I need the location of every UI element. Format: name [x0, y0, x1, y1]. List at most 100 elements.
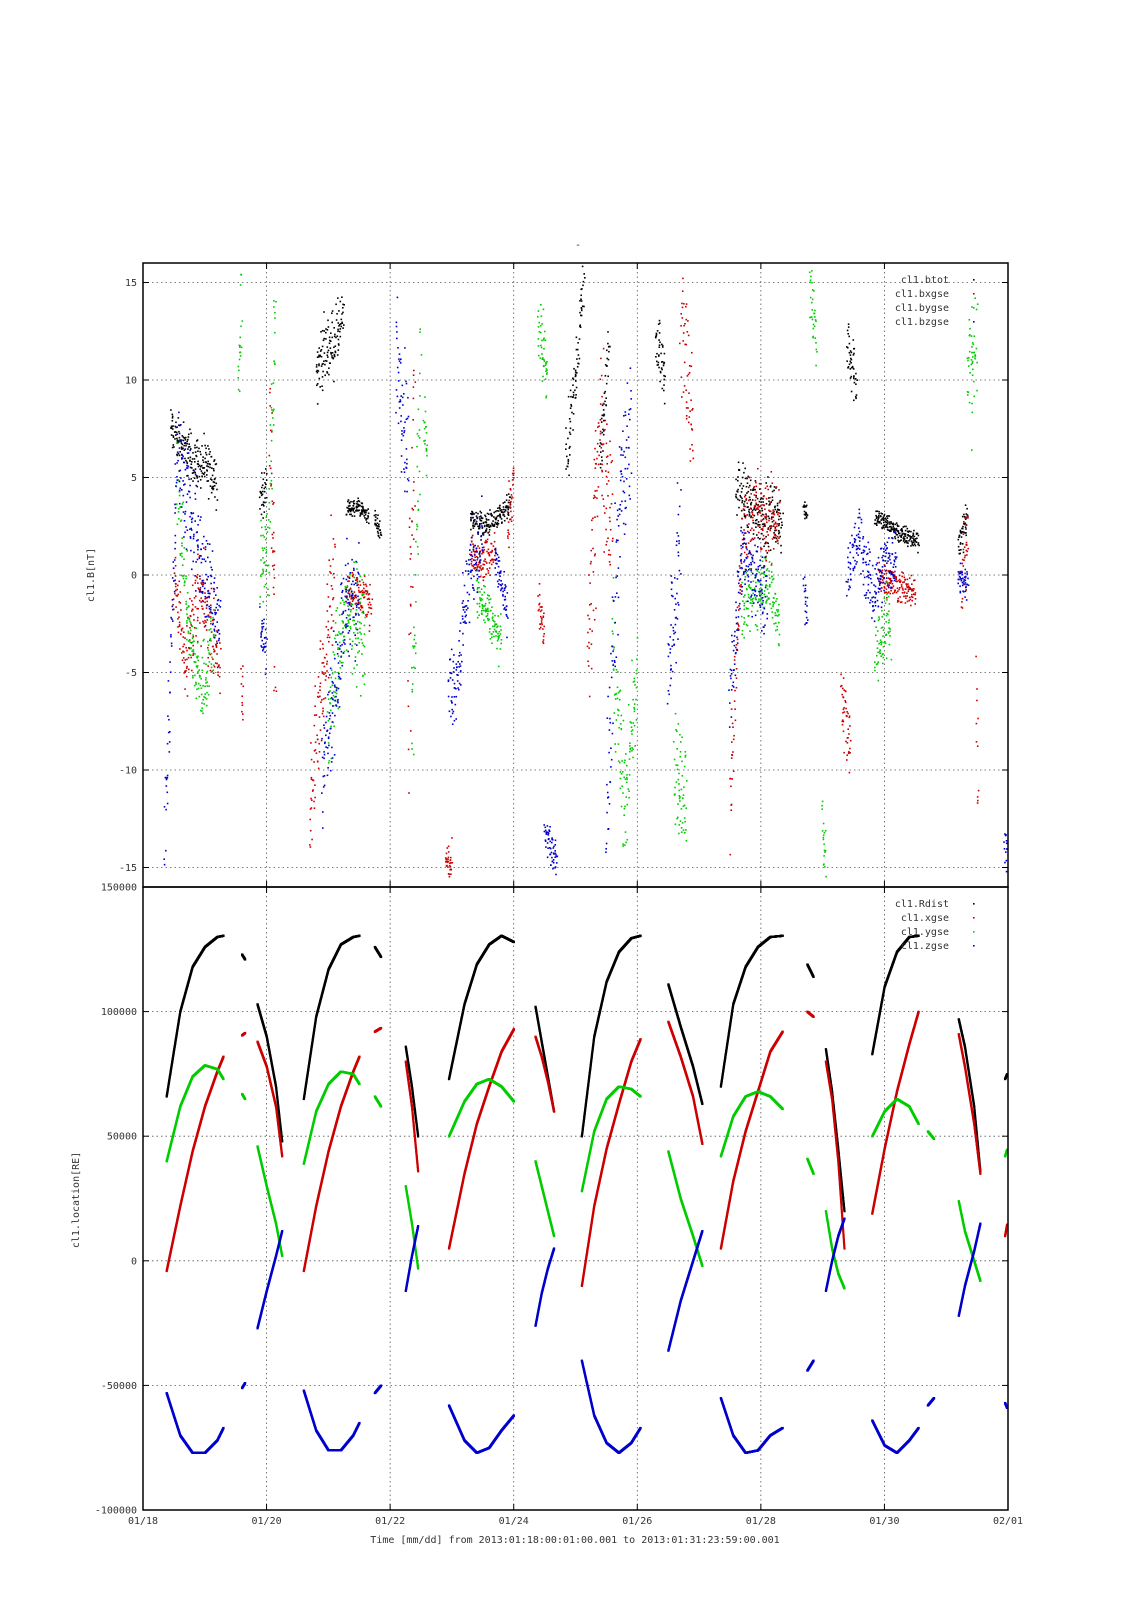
data-point	[738, 605, 740, 607]
data-point	[270, 406, 273, 409]
data-point	[603, 430, 605, 432]
data-point	[262, 478, 265, 481]
data-point	[184, 580, 186, 583]
data-point	[208, 453, 211, 455]
data-point	[241, 675, 244, 678]
data-point	[342, 599, 344, 601]
data-point	[962, 565, 965, 567]
data-point	[752, 597, 755, 600]
data-point	[494, 623, 496, 625]
data-point	[822, 834, 825, 836]
data-point	[337, 671, 340, 674]
data-point	[201, 710, 203, 712]
data-point	[485, 541, 487, 544]
data-point	[855, 394, 858, 396]
data-point	[237, 388, 240, 391]
data-point	[733, 644, 736, 647]
data-point	[751, 527, 753, 530]
data-point	[631, 747, 633, 749]
data-point	[761, 603, 763, 606]
data-point	[510, 518, 512, 520]
data-point	[482, 533, 484, 536]
data-point	[353, 583, 355, 586]
data-point	[351, 594, 354, 597]
data-point	[323, 784, 326, 787]
data-point	[211, 467, 213, 469]
data-point	[422, 419, 425, 422]
data-point	[324, 697, 327, 699]
data-point	[349, 573, 351, 576]
data-point	[761, 590, 763, 592]
data-point	[190, 622, 192, 624]
data-point	[886, 581, 888, 583]
data-point	[205, 461, 208, 464]
data-point	[853, 352, 855, 355]
series-cl1.bxgse	[172, 277, 980, 878]
data-point	[977, 789, 980, 792]
data-point	[852, 543, 854, 546]
data-point	[500, 639, 503, 641]
data-point	[750, 610, 753, 613]
data-point	[771, 562, 773, 565]
data-point	[749, 630, 751, 632]
data-point	[758, 590, 760, 593]
data-point	[747, 585, 750, 587]
data-point	[761, 567, 763, 569]
data-point	[892, 592, 894, 595]
data-point	[209, 451, 211, 453]
data-point	[738, 625, 740, 627]
data-point	[264, 538, 267, 541]
data-point	[627, 704, 630, 706]
data-point	[205, 677, 207, 679]
data-point	[903, 537, 906, 540]
data-point	[884, 642, 887, 645]
data-point	[758, 506, 760, 508]
data-point	[177, 508, 180, 510]
data-point	[357, 505, 360, 507]
data-point	[593, 458, 596, 461]
data-point	[351, 600, 354, 602]
data-point	[685, 415, 688, 417]
data-point	[767, 542, 769, 545]
data-point	[757, 504, 759, 506]
data-point	[549, 847, 551, 849]
data-point	[766, 541, 768, 544]
data-point	[544, 330, 546, 333]
data-point	[477, 581, 480, 584]
data-point	[755, 494, 757, 497]
data-point	[766, 521, 768, 524]
data-point	[880, 512, 882, 515]
data-point	[620, 448, 623, 451]
data-point	[738, 629, 740, 631]
data-point	[913, 588, 915, 590]
data-point	[495, 631, 498, 633]
data-point	[459, 651, 461, 654]
data-point	[740, 615, 743, 618]
data-point	[210, 566, 212, 569]
data-point	[476, 570, 478, 572]
data-point	[352, 596, 355, 599]
data-point	[339, 602, 342, 604]
data-point	[848, 352, 851, 354]
data-point	[332, 705, 335, 707]
data-point	[239, 355, 242, 357]
data-point	[345, 649, 348, 651]
data-point	[359, 580, 361, 583]
data-point	[326, 636, 329, 639]
data-point	[362, 581, 365, 584]
data-point	[749, 540, 752, 542]
data-point	[743, 513, 746, 515]
data-point	[757, 568, 759, 570]
data-point	[326, 329, 329, 331]
data-point	[184, 457, 186, 460]
data-point	[350, 595, 353, 597]
data-point	[661, 344, 664, 347]
data-point	[203, 471, 206, 474]
data-point	[552, 859, 555, 861]
data-point	[966, 550, 969, 553]
data-point	[470, 554, 472, 557]
data-point	[884, 640, 886, 643]
data-point	[403, 393, 405, 395]
data-point	[655, 333, 658, 336]
data-point	[503, 508, 505, 511]
